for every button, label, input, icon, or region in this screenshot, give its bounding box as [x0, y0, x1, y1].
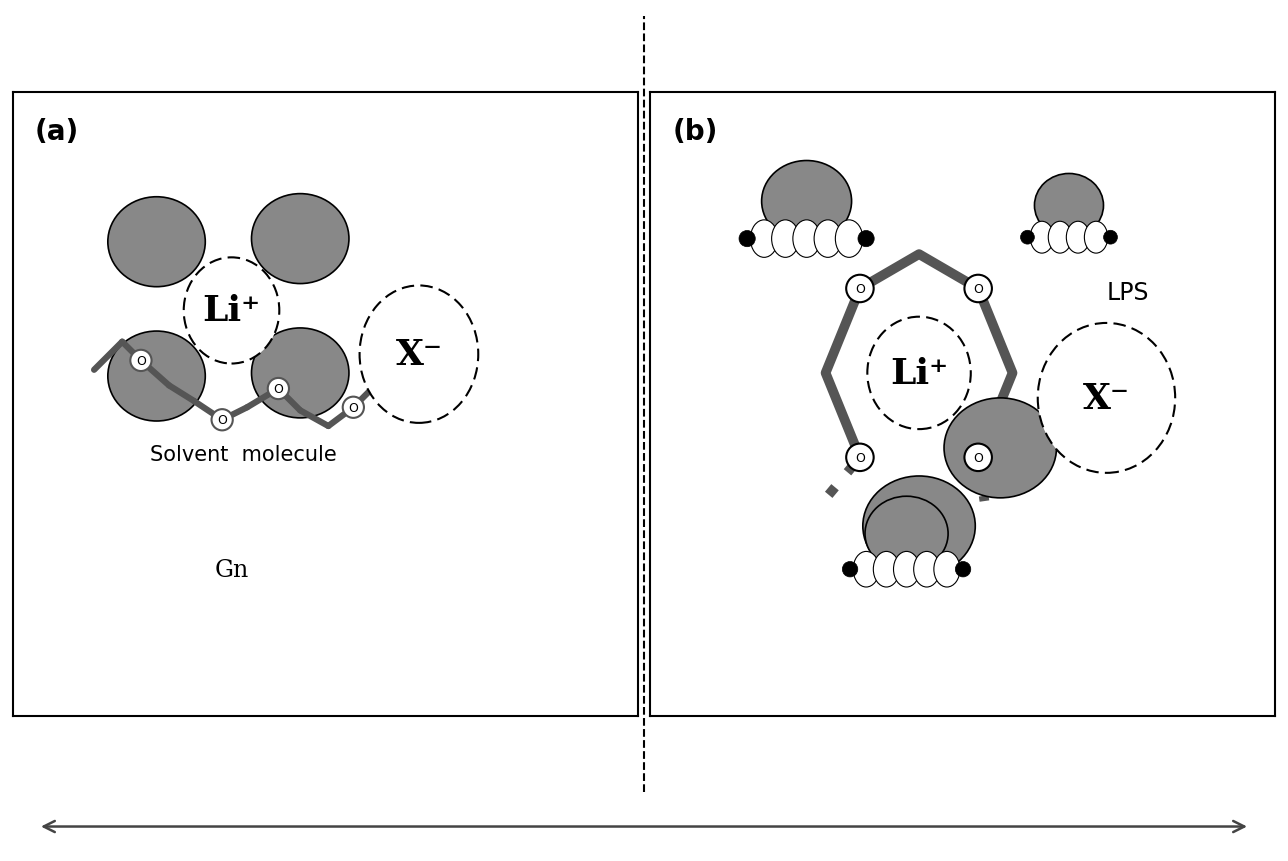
- Text: X⁻: X⁻: [395, 338, 442, 372]
- Ellipse shape: [863, 476, 975, 576]
- Circle shape: [858, 232, 875, 247]
- Ellipse shape: [1038, 324, 1175, 474]
- Text: O: O: [974, 282, 983, 295]
- Text: LPS: LPS: [1106, 281, 1149, 304]
- Text: O: O: [273, 382, 283, 395]
- Ellipse shape: [108, 197, 205, 288]
- Ellipse shape: [944, 399, 1056, 499]
- Circle shape: [211, 410, 233, 430]
- Circle shape: [1020, 231, 1034, 245]
- Circle shape: [965, 276, 992, 303]
- Ellipse shape: [1034, 174, 1104, 238]
- Ellipse shape: [772, 220, 799, 258]
- Ellipse shape: [1084, 222, 1108, 254]
- Text: O: O: [855, 451, 864, 464]
- Circle shape: [965, 444, 992, 472]
- Ellipse shape: [836, 220, 863, 258]
- Text: O: O: [137, 355, 146, 368]
- Circle shape: [842, 562, 858, 577]
- Text: Gn: Gn: [214, 559, 249, 581]
- Text: O: O: [974, 451, 983, 464]
- Ellipse shape: [934, 552, 960, 587]
- Text: Li⁺: Li⁺: [890, 356, 948, 390]
- Text: (b): (b): [672, 118, 717, 146]
- Circle shape: [846, 444, 873, 472]
- Ellipse shape: [108, 331, 205, 422]
- Ellipse shape: [793, 220, 820, 258]
- Circle shape: [268, 379, 289, 400]
- Ellipse shape: [359, 286, 478, 424]
- Ellipse shape: [751, 220, 778, 258]
- Ellipse shape: [814, 220, 841, 258]
- Ellipse shape: [873, 552, 899, 587]
- Text: (a): (a): [35, 118, 79, 146]
- Ellipse shape: [1066, 222, 1090, 254]
- Circle shape: [846, 276, 873, 303]
- Circle shape: [1104, 231, 1118, 245]
- Ellipse shape: [251, 329, 349, 418]
- Ellipse shape: [867, 318, 971, 430]
- Text: Li⁺: Li⁺: [202, 294, 260, 328]
- Circle shape: [130, 350, 152, 372]
- Text: X⁻: X⁻: [1083, 381, 1130, 415]
- Ellipse shape: [853, 552, 880, 587]
- Ellipse shape: [866, 497, 948, 572]
- Ellipse shape: [251, 195, 349, 284]
- Circle shape: [739, 232, 755, 247]
- Text: Solvent  molecule: Solvent molecule: [151, 444, 337, 465]
- Ellipse shape: [184, 258, 279, 364]
- Circle shape: [343, 397, 365, 418]
- Text: O: O: [855, 282, 864, 295]
- Ellipse shape: [1048, 222, 1072, 254]
- Text: O: O: [348, 401, 358, 414]
- Ellipse shape: [913, 552, 940, 587]
- Ellipse shape: [761, 161, 851, 243]
- Ellipse shape: [1030, 222, 1054, 254]
- Ellipse shape: [894, 552, 920, 587]
- Circle shape: [956, 562, 971, 577]
- Text: O: O: [218, 414, 227, 427]
